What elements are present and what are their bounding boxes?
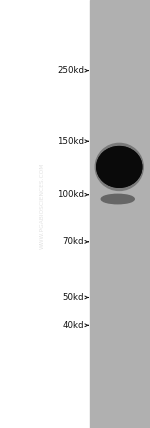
Text: 250kd: 250kd: [57, 66, 84, 75]
Text: 100kd: 100kd: [57, 190, 84, 199]
Ellipse shape: [97, 147, 142, 187]
Text: 50kd: 50kd: [63, 293, 84, 302]
Bar: [90, 0, 150, 428]
Ellipse shape: [92, 138, 146, 196]
Ellipse shape: [95, 143, 143, 190]
Ellipse shape: [101, 194, 134, 204]
Ellipse shape: [97, 147, 142, 187]
Text: WWW.PGABIOSCIENCES.COM: WWW.PGABIOSCIENCES.COM: [39, 162, 45, 249]
Text: 40kd: 40kd: [63, 321, 84, 330]
Text: 150kd: 150kd: [57, 137, 84, 146]
Text: 70kd: 70kd: [63, 237, 84, 247]
